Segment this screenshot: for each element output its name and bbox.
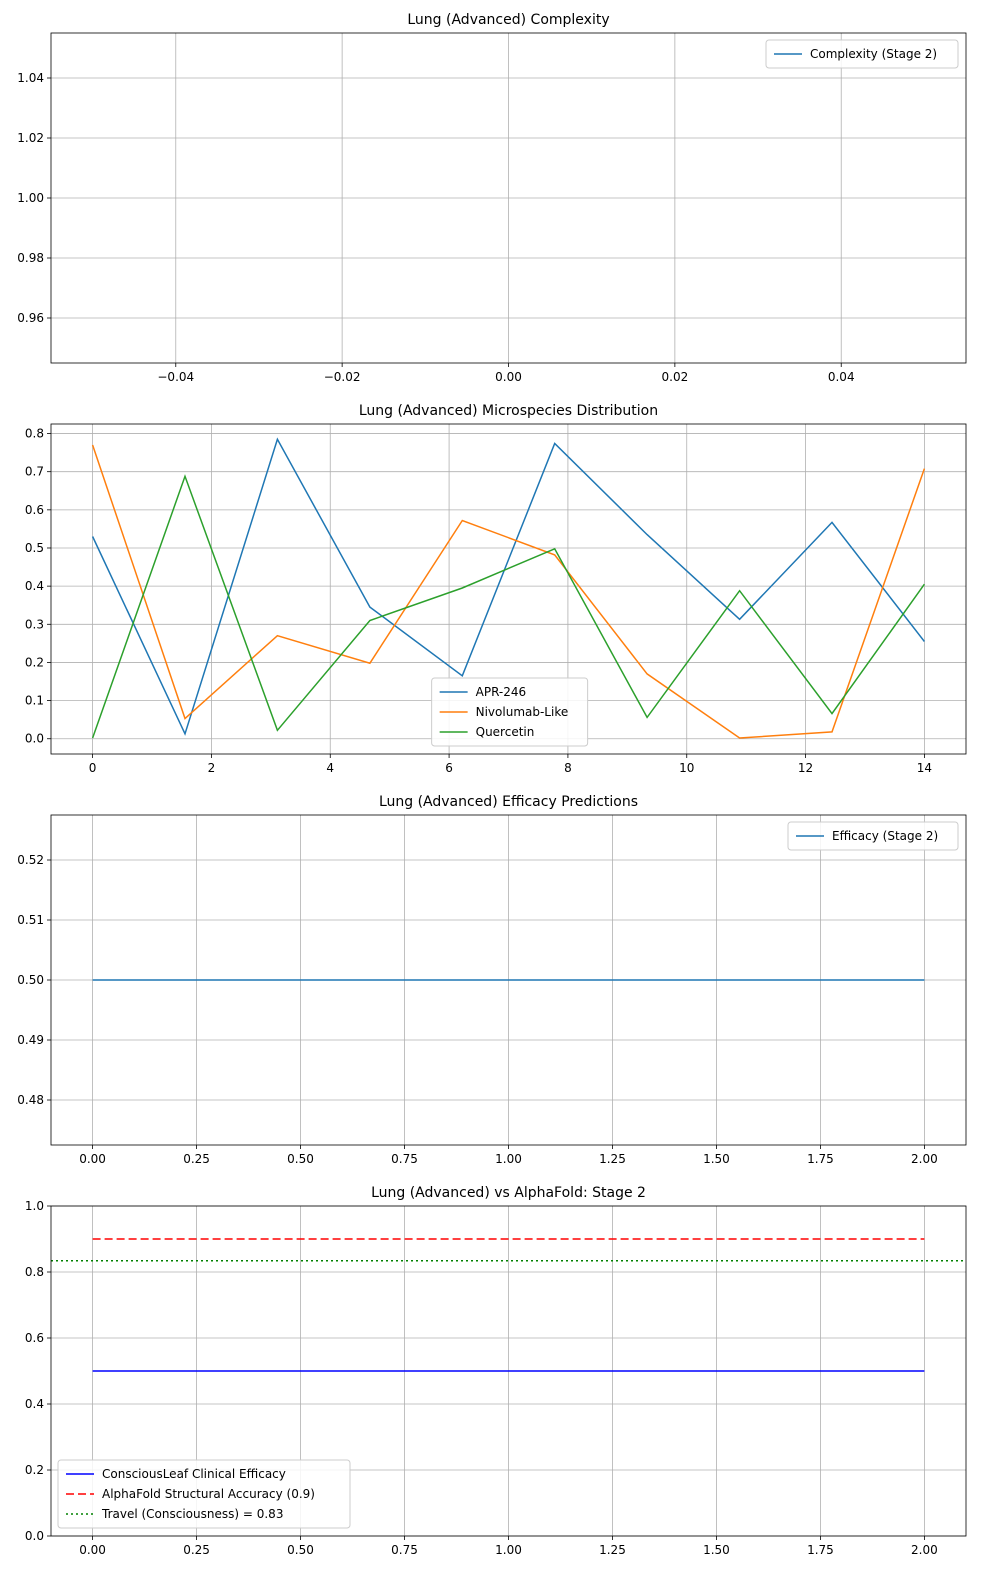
y-tick-label: 1.02: [17, 131, 44, 145]
y-tick-label: 0.1: [25, 694, 44, 708]
legend: Efficacy (Stage 2): [787, 821, 959, 851]
legend-box: [57, 1459, 351, 1529]
y-tick-label: 0.96: [17, 311, 44, 325]
chart-title: Lung (Advanced) Microspecies Distributio…: [359, 403, 658, 419]
x-tick-label: 0.02: [662, 370, 689, 384]
x-tick-label: 2.00: [911, 1543, 938, 1557]
legend-label: APR-246: [476, 685, 527, 699]
chart-title: Lung (Advanced) vs AlphaFold: Stage 2: [371, 1185, 646, 1201]
x-tick-label: −0.04: [157, 370, 194, 384]
x-tick-label: 12: [798, 761, 813, 775]
y-tick-label: 0.8: [25, 427, 44, 441]
legend: Complexity (Stage 2): [765, 39, 959, 69]
chart-panel-4: Lung (Advanced) vs AlphaFold: Stage 2 0.0…: [25, 1185, 967, 1557]
x-tick-label: 1.75: [807, 1152, 834, 1166]
x-tick-label: 8: [564, 761, 572, 775]
y-tick-label: 0.0: [25, 1529, 44, 1543]
x-tick-label: 0.50: [287, 1543, 314, 1557]
x-tick-label: 0.25: [183, 1152, 210, 1166]
y-tick-label: 0.6: [25, 503, 44, 517]
legend-label: ConsciousLeaf Clinical Efficacy: [102, 1467, 286, 1481]
y-tick-label: 0.51: [17, 913, 44, 927]
x-tick-label: 0.25: [183, 1543, 210, 1557]
series-line-3: [91, 474, 926, 739]
y-tick-label: 0.49: [17, 1033, 44, 1047]
y-tick-label: 1.04: [17, 71, 44, 85]
y-tick-label: 0.4: [25, 1397, 44, 1411]
series-line-1: [91, 437, 925, 736]
y-tick-label: 0.6: [25, 1331, 44, 1345]
x-tick-label: 0.00: [495, 370, 522, 384]
chart-panel-2: Lung (Advanced) Microspecies Distributio…: [25, 403, 967, 775]
legend: APR-246 Nivolumab-Like Quercetin: [431, 677, 589, 747]
x-tick-label: 0.75: [391, 1543, 418, 1557]
legend: ConsciousLeaf Clinical Efficacy AlphaFold…: [57, 1459, 351, 1529]
legend-label: AlphaFold Structural Accuracy (0.9): [102, 1487, 315, 1501]
x-tick-label: 0: [89, 761, 97, 775]
legend-box: [431, 677, 589, 747]
y-tick-label: 1.00: [17, 191, 44, 205]
legend-label: Travel (Consciousness) = 0.83: [101, 1507, 283, 1521]
chart-title: Lung (Advanced) Efficacy Predictions: [379, 794, 638, 810]
y-tick-label: 0.2: [25, 655, 44, 669]
chart-panel-1: Lung (Advanced) Complexity −0.04 −0.02 0.00…: [17, 12, 967, 384]
axes-frame: [50, 1205, 967, 1537]
x-tick-label: 4: [326, 761, 334, 775]
legend-label: Quercetin: [476, 725, 535, 739]
y-tick-label: 0.4: [25, 579, 44, 593]
axes-frame: [50, 814, 967, 1146]
legend-box: [765, 39, 959, 69]
x-tick-label: 6: [445, 761, 453, 775]
x-tick-label: −0.02: [324, 370, 361, 384]
legend-label: Complexity (Stage 2): [810, 47, 937, 61]
legend-label: Nivolumab-Like: [476, 705, 569, 719]
y-tick-label: 0.2: [25, 1463, 44, 1477]
x-tick-label: 0.04: [828, 370, 855, 384]
legend-box: [787, 821, 959, 851]
x-tick-label: 1.25: [599, 1543, 626, 1557]
x-tick-label: 1.00: [495, 1152, 522, 1166]
x-tick-label: 1.00: [495, 1543, 522, 1557]
y-tick-label: 0.5: [25, 541, 44, 555]
chart-title: Lung (Advanced) Complexity: [407, 12, 609, 28]
x-tick-label: 2.00: [911, 1152, 938, 1166]
y-tick-label: 1.0: [25, 1199, 44, 1213]
x-tick-label: 14: [917, 761, 932, 775]
y-tick-label: 0.98: [17, 251, 44, 265]
x-tick-label: 10: [679, 761, 694, 775]
y-tick-label: 0.52: [17, 853, 44, 867]
y-tick-label: 0.50: [17, 973, 44, 987]
axes-frame: [50, 423, 967, 755]
x-tick-label: 0.75: [391, 1152, 418, 1166]
legend-label: Efficacy (Stage 2): [832, 829, 938, 843]
y-tick-label: 0.3: [25, 617, 44, 631]
y-tick-label: 0.8: [25, 1265, 44, 1279]
x-tick-label: 2: [208, 761, 216, 775]
x-tick-label: 0.50: [287, 1152, 314, 1166]
x-tick-label: 1.25: [599, 1152, 626, 1166]
y-tick-label: 0.0: [25, 732, 44, 746]
x-tick-label: 1.50: [703, 1543, 730, 1557]
x-tick-label: 1.75: [807, 1543, 834, 1557]
y-tick-label: 0.48: [17, 1093, 44, 1107]
x-tick-label: 0.00: [79, 1152, 106, 1166]
chart-panel-3: Lung (Advanced) Efficacy Predictions 0.00…: [17, 794, 967, 1166]
series-line-2: [91, 444, 926, 739]
x-tick-label: 1.50: [703, 1152, 730, 1166]
axes-frame: [50, 32, 967, 364]
y-tick-label: 0.7: [25, 465, 44, 479]
x-tick-label: 0.00: [79, 1543, 106, 1557]
